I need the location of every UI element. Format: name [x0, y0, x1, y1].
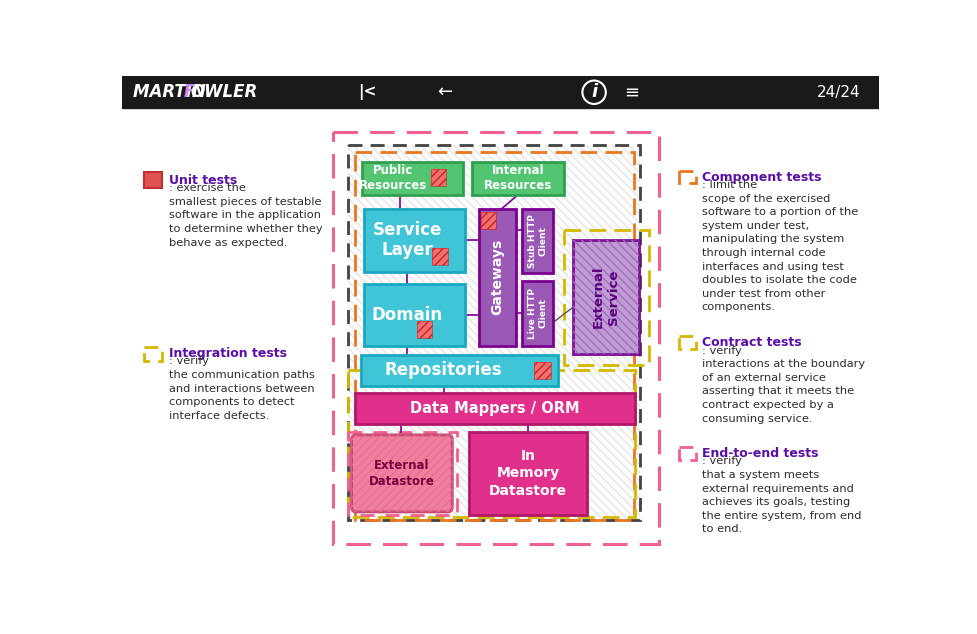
Text: : verify
that a system meets
external requirements and
achieves its goals, testi: : verify that a system meets external re…: [701, 456, 862, 534]
Text: Internal
Resources: Internal Resources: [484, 164, 552, 193]
Bar: [481, 212, 496, 230]
Bar: [564, 230, 649, 365]
Bar: [416, 321, 432, 338]
Bar: [144, 172, 162, 188]
Text: Gateways: Gateways: [490, 239, 504, 315]
Text: Live HTTP
Client: Live HTTP Client: [528, 288, 547, 339]
Bar: [679, 171, 696, 183]
Text: MARTIN: MARTIN: [133, 83, 211, 101]
Bar: [479, 209, 516, 346]
Text: Data Mappers / ORM: Data Mappers / ORM: [410, 401, 579, 416]
Bar: [416, 321, 432, 338]
Bar: [481, 212, 496, 230]
Text: End-to-end tests: End-to-end tests: [701, 447, 819, 460]
Bar: [432, 248, 447, 265]
Text: 24/24: 24/24: [817, 85, 861, 100]
Text: External
Datastore: External Datastore: [369, 459, 435, 488]
Bar: [361, 355, 559, 385]
Text: : limit the
scope of the exercised
software to a portion of the
system under tes: : limit the scope of the exercised softw…: [701, 180, 858, 313]
Bar: [573, 240, 639, 354]
Text: Public
Resources: Public Resources: [360, 164, 428, 193]
Bar: [431, 169, 446, 186]
Text: F: F: [184, 83, 195, 101]
Bar: [469, 432, 587, 515]
Text: Repositories: Repositories: [385, 361, 502, 379]
FancyBboxPatch shape: [352, 435, 452, 512]
Bar: [522, 209, 553, 273]
Bar: [534, 362, 551, 378]
Text: In
Memory
Datastore: In Memory Datastore: [489, 449, 568, 498]
Text: Service
Layer: Service Layer: [372, 221, 442, 259]
Text: Stub HTTP
Client: Stub HTTP Client: [528, 214, 547, 268]
Bar: [473, 162, 564, 195]
Text: : verify
interactions at the boundary
of an external service
asserting that it m: : verify interactions at the boundary of…: [701, 346, 865, 424]
Bar: [432, 248, 447, 265]
Bar: [349, 145, 640, 521]
Text: ←: ←: [437, 83, 452, 101]
Bar: [679, 337, 696, 349]
Bar: [333, 131, 659, 544]
Bar: [363, 284, 465, 346]
Text: OWLER: OWLER: [191, 83, 258, 101]
Bar: [362, 162, 463, 195]
Text: |<: |<: [358, 84, 376, 100]
Bar: [355, 393, 635, 424]
Bar: [349, 432, 457, 515]
Bar: [349, 370, 635, 517]
Text: Integration tests: Integration tests: [169, 347, 286, 360]
Bar: [534, 362, 551, 378]
Bar: [522, 281, 553, 346]
Bar: [122, 76, 879, 108]
Bar: [363, 209, 465, 271]
Text: : exercise the
smallest pieces of testable
software in the application
to determ: : exercise the smallest pieces of testab…: [169, 183, 322, 247]
Text: Component tests: Component tests: [701, 171, 822, 184]
Text: Domain: Domain: [372, 306, 443, 324]
Bar: [349, 145, 640, 521]
Text: i: i: [591, 83, 597, 101]
Text: Unit tests: Unit tests: [169, 174, 236, 187]
Text: ≡: ≡: [624, 83, 640, 101]
Bar: [431, 169, 446, 186]
Bar: [573, 240, 639, 354]
Bar: [355, 152, 634, 520]
Bar: [144, 347, 162, 361]
Text: External
Service: External Service: [592, 266, 619, 328]
Bar: [679, 447, 696, 460]
Text: : verify
the communication paths
and interactions between
components to detect
i: : verify the communication paths and int…: [169, 356, 315, 421]
Bar: [349, 145, 640, 521]
Text: Contract tests: Contract tests: [701, 337, 801, 349]
